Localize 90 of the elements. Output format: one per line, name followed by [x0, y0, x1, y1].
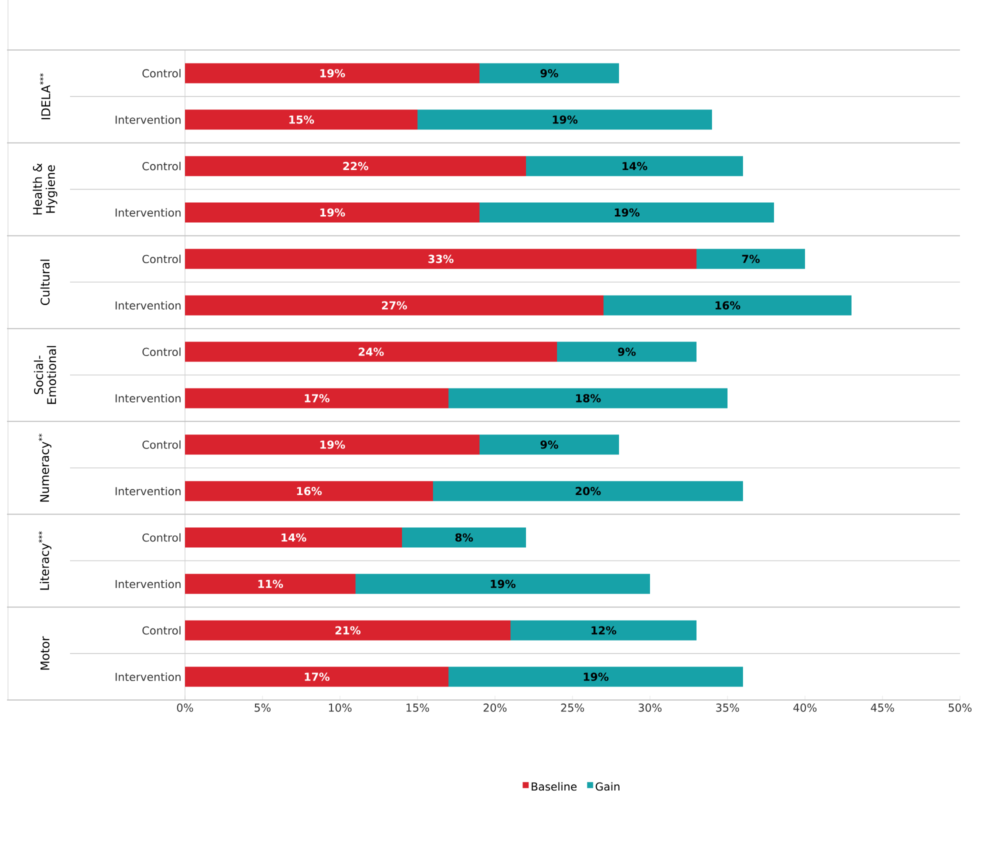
data-label: 19%: [584, 672, 609, 681]
y-tick-label: Intervention: [116, 394, 181, 402]
bar: [185, 481, 433, 502]
text: Numeracy$^{**}$: [38, 434, 52, 502]
data-label: 19%: [320, 208, 346, 217]
bar: [557, 342, 697, 362]
data-label: 11%: [258, 580, 284, 588]
bar: [185, 388, 448, 408]
bar: [185, 202, 480, 223]
data-label: 12%: [592, 626, 616, 634]
data-label: 24%: [358, 348, 384, 356]
data-label: 19%: [552, 116, 578, 124]
data-label: 21%: [335, 626, 361, 634]
text: Literacy$^{***}$: [38, 531, 52, 590]
bar: [185, 110, 418, 130]
data-label: 9%: [540, 440, 558, 449]
x-tick-label: 45%: [870, 704, 894, 712]
data-label: 19%: [320, 69, 346, 78]
bar: [185, 156, 526, 176]
y-tick-label: Control: [142, 533, 180, 542]
bar: [402, 528, 526, 548]
y-tick-label: Intervention: [116, 486, 181, 496]
data-label: 16%: [297, 486, 322, 496]
bar: [185, 63, 480, 84]
data-label: 17%: [304, 394, 330, 402]
data-label: 17%: [304, 672, 330, 681]
x-tick-label: 50%: [948, 704, 972, 712]
y-tick-label: Control: [142, 348, 180, 356]
y-tick-label: Control: [142, 68, 180, 78]
bar: [480, 202, 774, 223]
data-label: 19%: [614, 208, 640, 217]
data-label: 14%: [622, 162, 648, 170]
bar: [185, 434, 480, 455]
bar: [480, 434, 620, 455]
bar: [448, 666, 744, 687]
y-tick-label: Intervention: [116, 208, 181, 217]
bar: [185, 666, 448, 687]
text: Cultural: [40, 260, 50, 306]
x-tick-label: 40%: [793, 704, 817, 712]
data-label: 18%: [576, 394, 601, 402]
data-label: 22%: [343, 162, 368, 170]
bar: [433, 481, 744, 502]
y-tick-label: Control: [142, 626, 180, 635]
bar: [418, 110, 712, 130]
text: Motor: [40, 636, 50, 670]
bar: [185, 574, 356, 594]
legend-label: Gain: [596, 782, 620, 791]
y-tick-label: Control: [142, 162, 180, 170]
y-tick-label: Control: [142, 440, 180, 449]
x-tick-label: 10%: [329, 704, 352, 712]
x-tick-label: 20%: [484, 704, 507, 712]
bar: [185, 248, 697, 269]
data-label: 9%: [618, 348, 636, 356]
text: Social-Emotional: [34, 346, 56, 404]
bar: [185, 620, 510, 640]
x-tick-label: 5%: [254, 704, 271, 712]
x-tick-label: 30%: [638, 704, 662, 712]
bar: [356, 574, 650, 594]
data-label: 20%: [576, 486, 601, 496]
bar: [185, 295, 604, 316]
bar: [526, 156, 744, 176]
bar: [448, 388, 728, 408]
data-label: 19%: [490, 580, 516, 588]
data-label: 15%: [289, 116, 314, 124]
x-tick-label: 15%: [406, 704, 430, 712]
bar: [480, 63, 620, 84]
data-label: 27%: [382, 301, 408, 310]
data-label: 8%: [455, 533, 473, 542]
x-tick-label: 35%: [716, 704, 740, 712]
bar: [510, 620, 697, 640]
data-label: 14%: [282, 533, 306, 542]
data-label: 19%: [320, 440, 346, 449]
bar: [185, 342, 558, 362]
data-label: 7%: [742, 254, 760, 264]
y-tick-label: Intervention: [116, 672, 181, 682]
y-tick-label: Intervention: [116, 580, 181, 588]
bar: [185, 528, 402, 548]
text: IDELA$^{***}$: [40, 73, 50, 120]
y-tick-label: Control: [142, 254, 180, 264]
data-label: 33%: [428, 254, 454, 264]
y-tick-label: Intervention: [116, 301, 181, 310]
bar: [696, 248, 806, 269]
x-tick-label: 0%: [177, 704, 194, 712]
y-tick-label: Intervention: [116, 115, 181, 124]
bar: [604, 295, 852, 316]
x-tick-label: 25%: [561, 704, 584, 712]
data-label: 9%: [540, 69, 558, 78]
data-label: 16%: [716, 301, 740, 310]
legend-label: Baseline: [532, 782, 577, 791]
text: Health & Hygiene: [32, 163, 58, 214]
